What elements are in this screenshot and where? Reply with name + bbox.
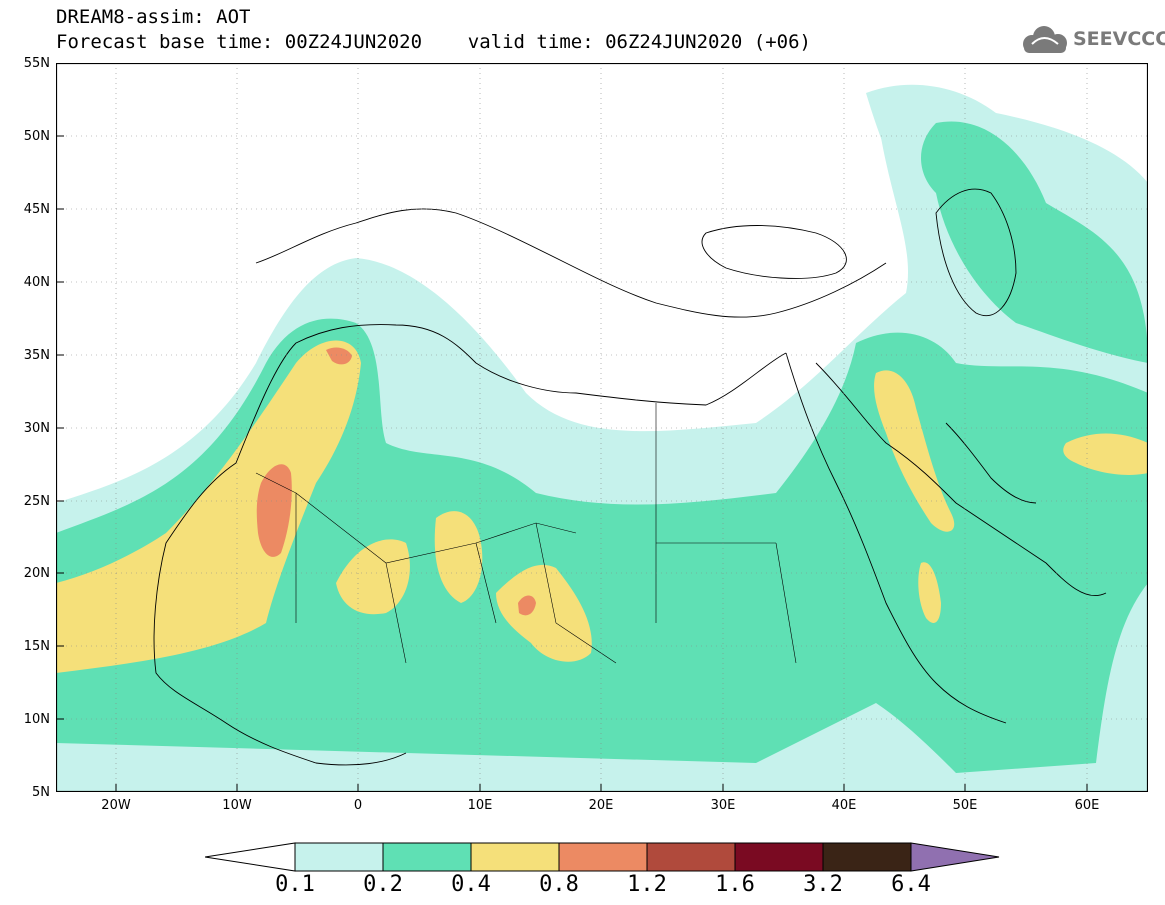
border-lines bbox=[255, 403, 797, 664]
coastline-redsea bbox=[785, 352, 1007, 724]
lat-label: 15N bbox=[23, 639, 50, 654]
lat-label: 5N bbox=[32, 785, 50, 800]
aot-band-0.2-caspian bbox=[921, 121, 1148, 363]
colorbar-over-arrow bbox=[910, 842, 1000, 872]
aot-band-0.8-south bbox=[518, 595, 536, 616]
colorbar-label: 0.8 bbox=[539, 872, 579, 897]
lat-label: 35N bbox=[23, 348, 50, 363]
aot-band-0.4-arabia bbox=[874, 370, 955, 532]
colorbar-segment bbox=[294, 842, 384, 872]
coastline-arabia bbox=[815, 362, 1107, 597]
lon-label: 60E bbox=[1074, 798, 1100, 813]
aot-band-0.8 bbox=[256, 464, 292, 557]
coastline-blacksea bbox=[701, 225, 847, 279]
coastline-gulf bbox=[945, 422, 1037, 504]
colorbar-segment bbox=[822, 842, 912, 872]
aot-map bbox=[56, 63, 1148, 792]
colorbar-segment bbox=[558, 842, 648, 872]
aot-band-0.4-sahel bbox=[336, 539, 410, 615]
lon-label: 20W bbox=[101, 798, 131, 813]
lon-label: 40E bbox=[831, 798, 857, 813]
lon-label: 10E bbox=[467, 798, 493, 813]
lon-label: 30E bbox=[710, 798, 736, 813]
lat-label: 25N bbox=[23, 494, 50, 509]
aot-band-0.4 bbox=[56, 340, 361, 673]
aot-band-0.4-oman bbox=[918, 562, 941, 623]
coastline-westafrica bbox=[153, 462, 407, 766]
colorbar-segment bbox=[382, 842, 472, 872]
colorbar-segment bbox=[734, 842, 824, 872]
lat-label: 55N bbox=[23, 56, 50, 71]
coastline-europe bbox=[255, 208, 887, 318]
colorbar-label: 0.1 bbox=[275, 872, 315, 897]
lon-label: 0 bbox=[353, 798, 363, 813]
colorbar-label: 1.2 bbox=[627, 872, 667, 897]
colorbar-label: 0.2 bbox=[363, 872, 403, 897]
coastline-caspian bbox=[935, 188, 1017, 316]
cloud-icon bbox=[1023, 26, 1067, 53]
aot-band-0.4-chad bbox=[434, 511, 483, 603]
logo-text: SEEVCCC bbox=[1073, 28, 1165, 50]
lat-label: 30N bbox=[23, 421, 50, 436]
colorbar-label: 0.4 bbox=[451, 872, 491, 897]
lat-label: 45N bbox=[23, 202, 50, 217]
lat-label: 40N bbox=[23, 275, 50, 290]
colorbar-label: 6.4 bbox=[891, 872, 931, 897]
colorbar-segment bbox=[470, 842, 560, 872]
lon-label: 50E bbox=[952, 798, 978, 813]
colorbar-segment bbox=[646, 842, 736, 872]
lat-label: 50N bbox=[23, 129, 50, 144]
lat-label: 20N bbox=[23, 566, 50, 581]
aot-band-0.4-persia bbox=[1063, 433, 1148, 475]
graticule bbox=[56, 63, 1148, 792]
map-subtitle-times: Forecast base time: 00Z24JUN2020 valid t… bbox=[56, 31, 811, 53]
aot-field bbox=[56, 84, 1148, 792]
tick-marks bbox=[56, 135, 1088, 792]
colorbar bbox=[205, 842, 1000, 872]
coastlines-borders bbox=[153, 188, 1107, 766]
colorbar-under-arrow bbox=[205, 842, 296, 872]
lat-label: 10N bbox=[23, 712, 50, 727]
colorbar-label: 3.2 bbox=[803, 872, 843, 897]
lon-label: 10W bbox=[222, 798, 252, 813]
aot-band-0.8-north bbox=[326, 347, 352, 365]
coastline-northafrica bbox=[235, 324, 787, 464]
aot-band-0.4-darfur bbox=[496, 564, 592, 662]
map-title: DREAM8-assim: AOT bbox=[56, 6, 251, 28]
lon-label: 20E bbox=[588, 798, 614, 813]
colorbar-label: 1.6 bbox=[715, 872, 755, 897]
